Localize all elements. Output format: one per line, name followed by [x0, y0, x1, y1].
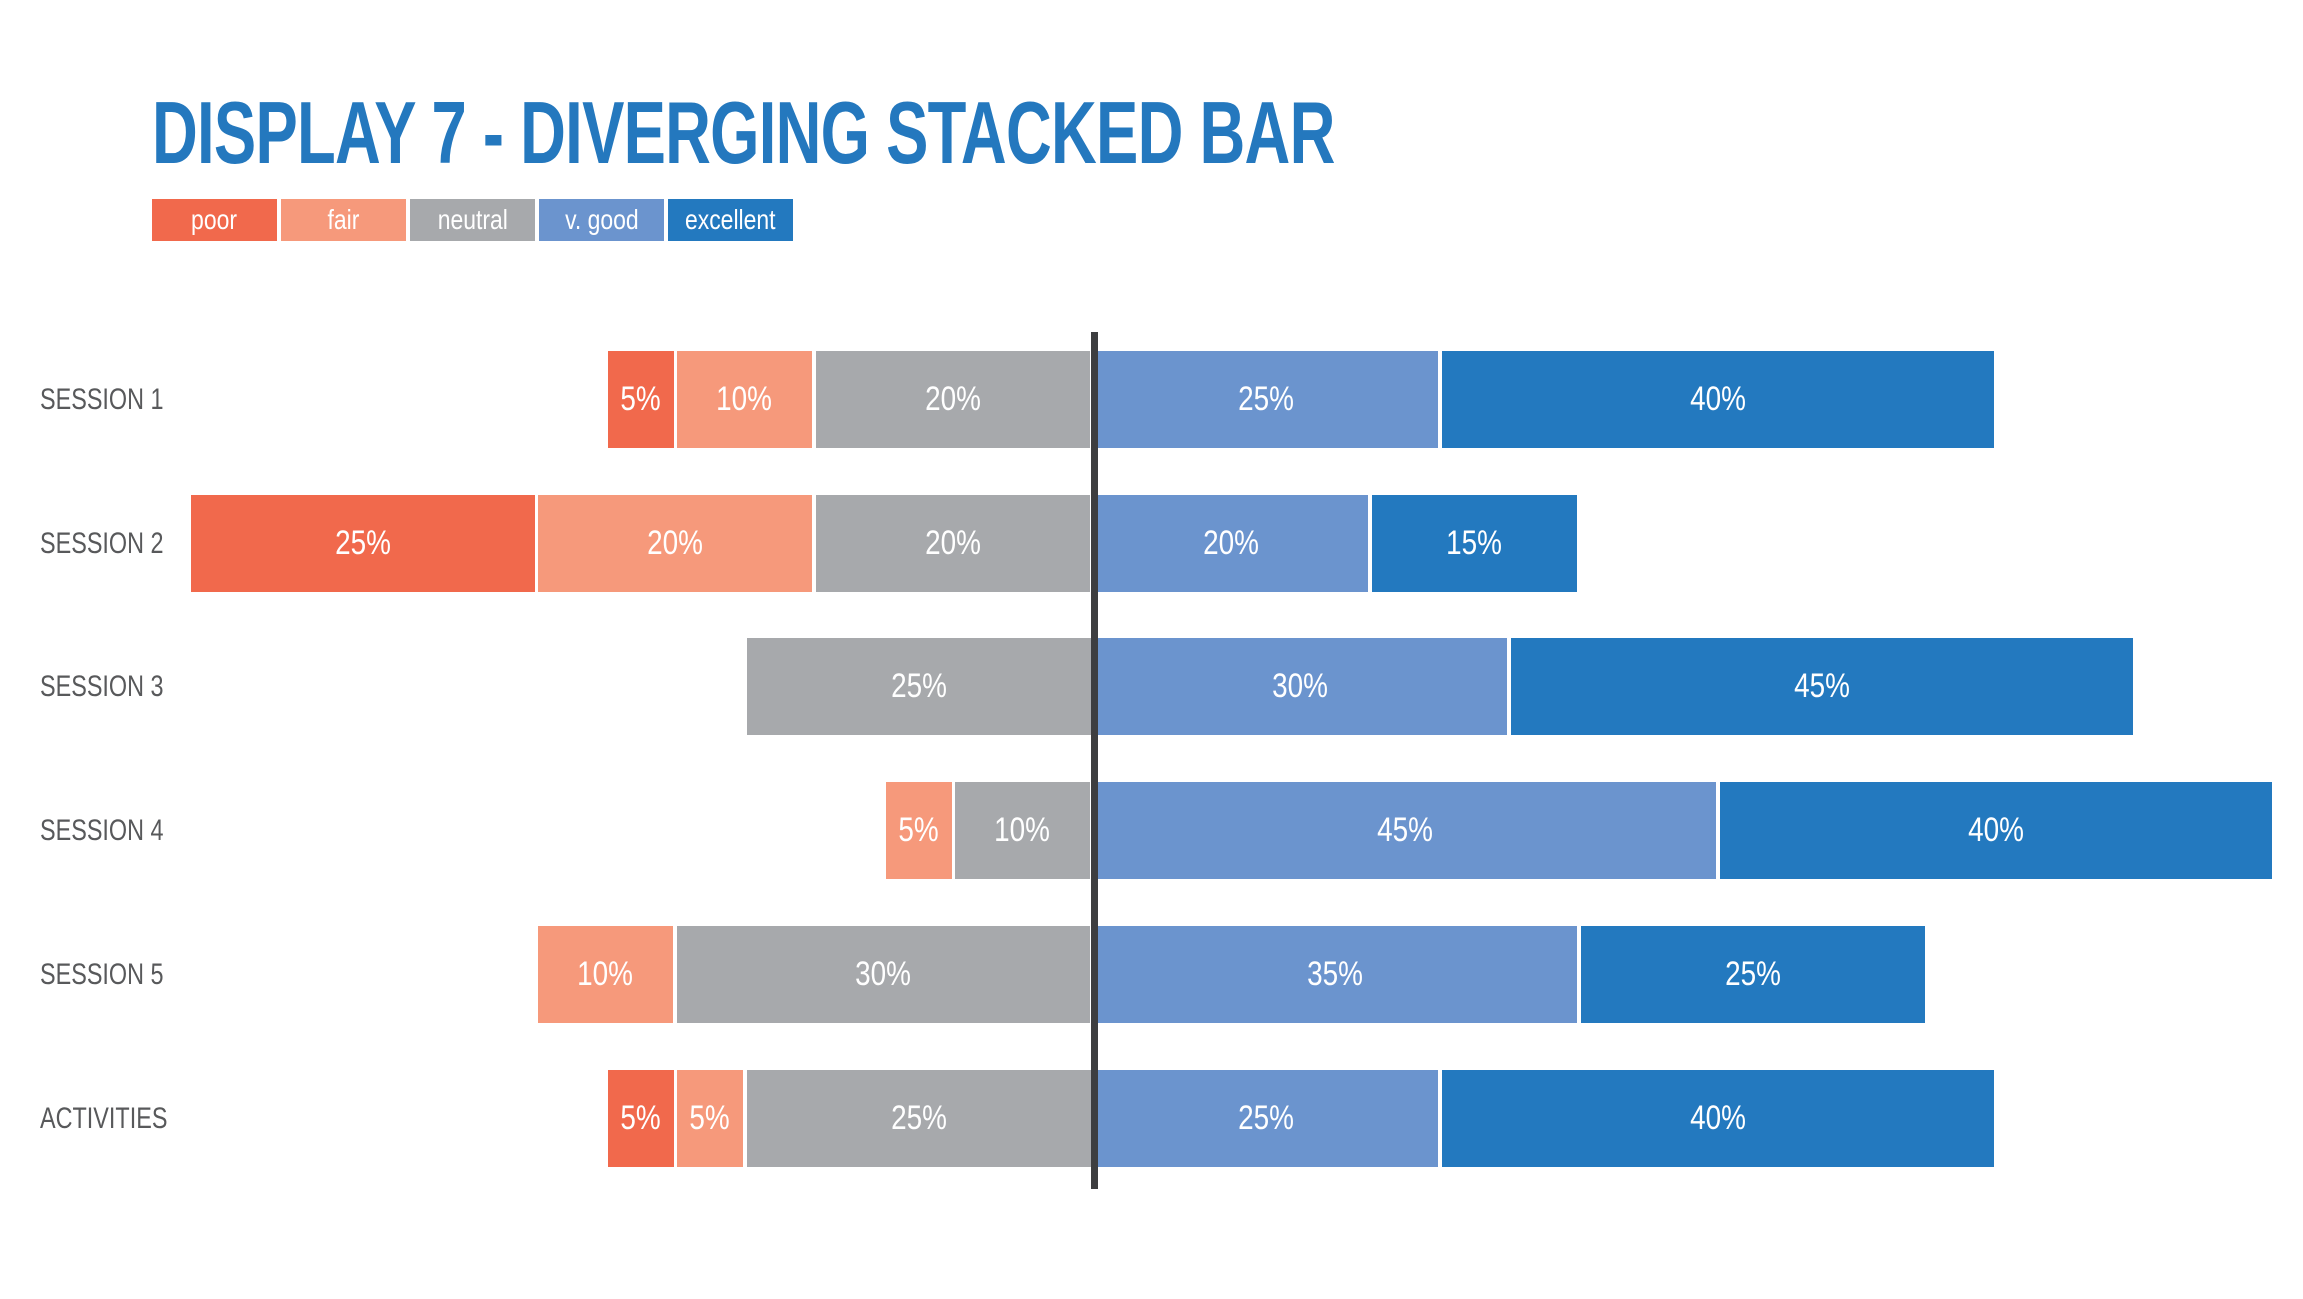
- segment-value-label: 5%: [689, 1099, 731, 1137]
- bar-segment-fair: 20%: [538, 495, 816, 592]
- bar-segment-v-good: 25%: [1094, 1070, 1442, 1167]
- segment-value-label: 45%: [1794, 667, 1850, 705]
- bar-segment-v-good: 45%: [1094, 782, 1720, 879]
- bar-segment-v-good: 25%: [1094, 351, 1442, 448]
- bar-segment-poor: 5%: [608, 351, 678, 448]
- segment-value-label: 25%: [1725, 955, 1781, 993]
- category-label: SESSION 4: [40, 813, 164, 847]
- segment-value-label: 25%: [1238, 1099, 1294, 1137]
- segment-value-label: 10%: [716, 380, 773, 418]
- bar-segment-excellent: 15%: [1372, 495, 1581, 592]
- chart-row: SESSION 1 5% 10% 20% 25% 40%: [0, 351, 2303, 448]
- bar-segment-fair: 10%: [677, 351, 816, 448]
- segment-value-label: 20%: [925, 524, 981, 562]
- segment-value-label: 15%: [1446, 524, 1503, 562]
- bar-segment-v-good: 30%: [1094, 638, 1511, 735]
- segment-value-label: 40%: [1690, 380, 1746, 418]
- axis-zero-line: [1091, 332, 1098, 1189]
- bar-segment-fair: 10%: [538, 926, 677, 1023]
- segment-value-label: 5%: [620, 380, 662, 418]
- segment-value-label: 40%: [1968, 811, 2024, 849]
- segment-value-label: 20%: [925, 380, 981, 418]
- legend-item-excellent: excellent: [668, 199, 793, 241]
- segment-value-label: 20%: [647, 524, 703, 562]
- legend-label: poor: [191, 204, 238, 235]
- legend: poor fair neutral v. good excellent: [152, 199, 793, 241]
- legend-label: fair: [327, 204, 360, 235]
- page-title: DISPLAY 7 - DIVERGING STACKED BAR: [152, 83, 1335, 182]
- bar-segment-neutral: 25%: [747, 638, 1095, 735]
- legend-item-neutral: neutral: [410, 199, 535, 241]
- chart-row: SESSION 5 10% 30% 35% 25%: [0, 926, 2303, 1023]
- segment-value-label: 20%: [1203, 524, 1259, 562]
- category-label: SESSION 3: [40, 669, 164, 703]
- segment-value-label: 40%: [1690, 1099, 1746, 1137]
- segment-value-label: 5%: [620, 1099, 662, 1137]
- bar-segment-neutral: 30%: [677, 926, 1094, 1023]
- segment-value-label: 25%: [1238, 380, 1294, 418]
- category-label: SESSION 2: [40, 526, 164, 560]
- bar-segment-neutral: 20%: [816, 495, 1094, 592]
- legend-label: neutral: [437, 204, 508, 235]
- segment-value-label: 45%: [1377, 811, 1433, 849]
- segment-value-label: 10%: [994, 811, 1051, 849]
- category-label: SESSION 5: [40, 957, 164, 991]
- chart-row: SESSION 4 5% 10% 45% 40%: [0, 782, 2303, 879]
- bar-segment-excellent: 25%: [1581, 926, 1929, 1023]
- legend-label: excellent: [685, 204, 776, 235]
- bar-segment-fair: 5%: [886, 782, 956, 879]
- segment-value-label: 5%: [898, 811, 940, 849]
- legend-item-fair: fair: [281, 199, 406, 241]
- chart-row: SESSION 3 25% 30% 45%: [0, 638, 2303, 735]
- bar-segment-excellent: 40%: [1720, 782, 2276, 879]
- segment-value-label: 30%: [855, 955, 912, 993]
- segment-value-label: 35%: [1307, 955, 1364, 993]
- segment-value-label: 25%: [335, 524, 391, 562]
- segment-value-label: 25%: [891, 1099, 947, 1137]
- bar-segment-neutral: 10%: [955, 782, 1094, 879]
- chart-row: ACTIVITIES 5% 5% 25% 25% 40%: [0, 1070, 2303, 1167]
- category-label: SESSION 1: [40, 382, 164, 416]
- segment-value-label: 25%: [891, 667, 947, 705]
- segment-value-label: 30%: [1272, 667, 1329, 705]
- bar-segment-poor: 25%: [191, 495, 539, 592]
- segment-value-label: 10%: [577, 955, 634, 993]
- bar-segment-v-good: 20%: [1094, 495, 1372, 592]
- bar-segment-neutral: 20%: [816, 351, 1094, 448]
- bar-segment-excellent: 40%: [1442, 1070, 1998, 1167]
- bar-segment-excellent: 45%: [1511, 638, 2137, 735]
- legend-label: v. good: [564, 204, 639, 235]
- legend-item-poor: poor: [152, 199, 277, 241]
- bar-segment-v-good: 35%: [1094, 926, 1581, 1023]
- category-label: ACTIVITIES: [40, 1101, 168, 1135]
- bar-segment-poor: 5%: [608, 1070, 678, 1167]
- chart-row: SESSION 2 25% 20% 20% 20% 15%: [0, 495, 2303, 592]
- legend-item-v-good: v. good: [539, 199, 664, 241]
- bar-segment-neutral: 25%: [747, 1070, 1095, 1167]
- bar-segment-fair: 5%: [677, 1070, 747, 1167]
- bar-segment-excellent: 40%: [1442, 351, 1998, 448]
